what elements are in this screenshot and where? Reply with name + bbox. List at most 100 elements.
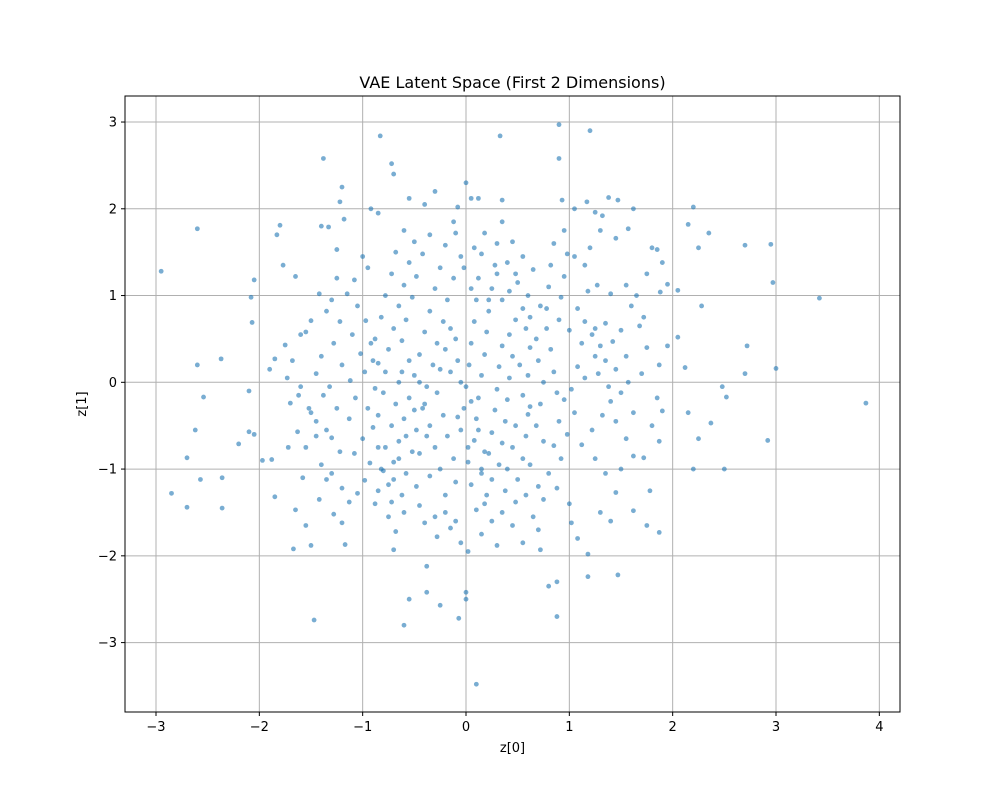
data-point (585, 551, 591, 557)
data-point (513, 271, 518, 277)
data-point (582, 319, 588, 324)
data-point (339, 184, 345, 190)
data-point (194, 362, 200, 368)
data-point (685, 222, 691, 227)
data-point (625, 226, 631, 232)
data-point (267, 366, 273, 372)
data-point (192, 427, 198, 433)
data-point (451, 275, 456, 281)
data-point (582, 262, 588, 268)
data-point (556, 122, 562, 128)
data-point (538, 401, 543, 407)
data-point (486, 297, 492, 303)
data-point (504, 260, 510, 265)
data-point (280, 262, 286, 268)
data-point (817, 295, 822, 301)
data-point (551, 443, 557, 449)
data-point (380, 390, 386, 396)
data-point (290, 358, 295, 364)
data-point (246, 388, 252, 394)
data-point (719, 384, 725, 390)
data-point (659, 408, 665, 414)
data-point (358, 351, 363, 357)
data-point (606, 384, 611, 390)
data-point (482, 449, 487, 455)
data-point (468, 340, 474, 346)
data-point (169, 490, 174, 496)
data-point (603, 471, 608, 476)
data-point (324, 308, 329, 314)
data-point (494, 271, 500, 277)
data-point (510, 353, 515, 359)
data-point (331, 340, 337, 346)
data-point (427, 473, 433, 479)
y-tick-label: 3 (109, 116, 117, 131)
data-point (455, 358, 461, 364)
data-point (451, 456, 456, 462)
data-point (476, 275, 481, 281)
data-point (201, 394, 206, 400)
data-point (608, 291, 614, 297)
data-point (690, 204, 696, 210)
data-point (236, 441, 242, 447)
data-point (479, 471, 484, 476)
data-point (592, 456, 598, 462)
data-point (637, 323, 642, 329)
data-point (690, 466, 696, 472)
data-point (473, 297, 479, 303)
data-point (375, 488, 381, 494)
data-point (641, 455, 647, 461)
data-point (634, 293, 639, 298)
data-point (525, 412, 531, 417)
data-point (554, 390, 560, 396)
data-point (316, 291, 322, 297)
data-point (613, 366, 619, 372)
y-tick-label: 2 (109, 202, 117, 217)
data-point (386, 482, 391, 488)
x-tick-label: −3 (146, 720, 165, 735)
data-point (523, 492, 529, 498)
data-point (566, 327, 572, 333)
data-point (499, 297, 505, 303)
x-tick-label: 3 (772, 720, 780, 735)
data-point (742, 371, 748, 377)
data-point (321, 156, 326, 161)
data-point (437, 466, 443, 472)
data-point (564, 251, 570, 257)
data-point (468, 482, 474, 488)
data-point (308, 410, 314, 416)
data-point (284, 375, 290, 381)
data-point (597, 228, 603, 233)
data-point (451, 219, 456, 225)
data-point (198, 477, 203, 482)
data-point (337, 319, 343, 324)
data-point (434, 390, 440, 396)
data-point (675, 334, 681, 340)
data-point (595, 371, 601, 377)
data-point (575, 364, 580, 370)
data-point (401, 510, 407, 515)
data-point (589, 427, 595, 433)
data-point (260, 457, 265, 463)
data-point (293, 274, 298, 279)
data-point (523, 433, 529, 439)
data-point (471, 438, 477, 443)
data-point (561, 274, 567, 279)
data-point (618, 466, 624, 472)
data-point (631, 410, 636, 416)
data-point (401, 282, 407, 288)
data-point (608, 398, 614, 404)
data-point (492, 262, 498, 268)
data-point (401, 416, 407, 422)
data-point (527, 345, 533, 351)
data-point (613, 418, 619, 424)
data-point (194, 226, 200, 232)
data-point (461, 405, 467, 411)
data-point (422, 202, 428, 207)
x-tick-label: 0 (462, 720, 470, 735)
data-point (479, 466, 484, 472)
data-point (393, 529, 399, 534)
data-point (675, 287, 681, 293)
data-point (551, 241, 557, 246)
data-point (370, 425, 376, 430)
